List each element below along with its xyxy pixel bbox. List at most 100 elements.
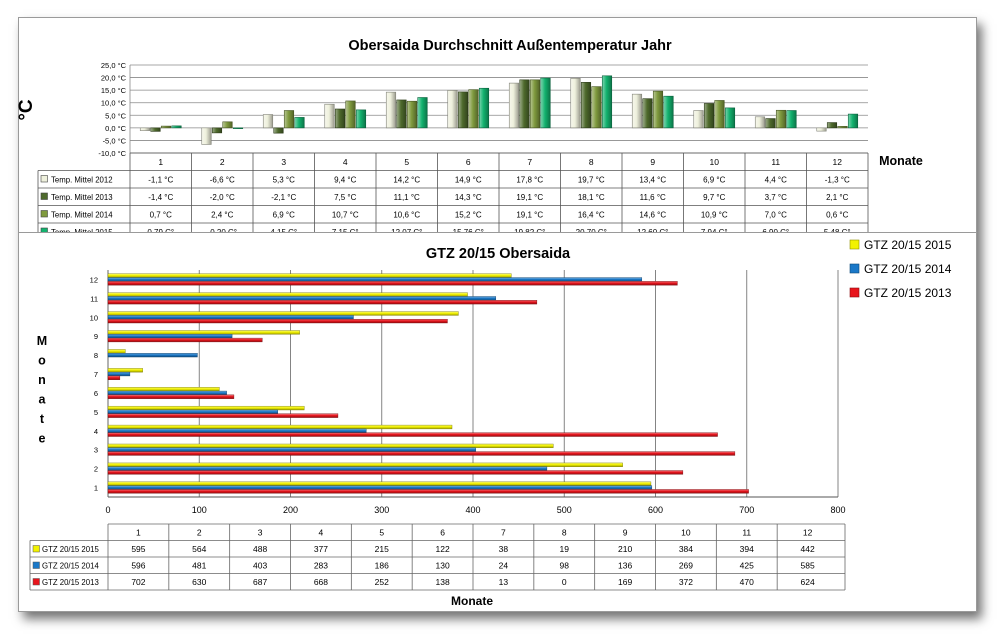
bar-gtz-20-15-2013-month-2 bbox=[107, 470, 684, 475]
data-label: 14,9 °C bbox=[455, 176, 482, 185]
bar-gtz-20-15-2013-month-10 bbox=[107, 318, 448, 324]
bar-temp-mittel-2013-month-4 bbox=[334, 108, 346, 129]
bar-temp-mittel-2012-month-8 bbox=[570, 78, 581, 129]
data-label: 595 bbox=[131, 544, 145, 554]
category-label: 12 bbox=[833, 157, 843, 167]
data-label: 19,1 °C bbox=[516, 193, 543, 202]
data-label: 12,60 C° bbox=[637, 228, 668, 232]
data-label: 7,94 C° bbox=[701, 228, 728, 232]
bar-gtz-20-15-2014-month-3 bbox=[107, 447, 476, 452]
bar-temp-mittel-2015-month-7 bbox=[540, 77, 551, 129]
category-label: 5 bbox=[404, 157, 409, 167]
data-label: 269 bbox=[679, 561, 693, 571]
y-axis-label-letter: M bbox=[37, 334, 47, 348]
bar-gtz-20-15-2015-month-9 bbox=[107, 330, 300, 335]
data-label: 6,90 C° bbox=[762, 228, 789, 232]
data-label: 252 bbox=[375, 577, 389, 587]
bar-gtz-20-15-2013-month-9 bbox=[107, 337, 263, 343]
bar-gtz-20-15-2015-month-5 bbox=[107, 405, 305, 411]
x-axis-label: Monate bbox=[879, 154, 923, 168]
legend-label: GTZ 20/15 2014 bbox=[42, 562, 99, 571]
y-tick-label: 6 bbox=[94, 389, 98, 398]
category-label: 9 bbox=[623, 528, 628, 538]
category-label: 10 bbox=[710, 157, 720, 167]
bar-gtz-20-15-2014-month-12 bbox=[107, 277, 643, 282]
y-axis-label-letter: o bbox=[38, 354, 46, 368]
legend-label: Temp. Mittel 2013 bbox=[51, 193, 113, 202]
data-label: 98 bbox=[560, 561, 570, 571]
bar-temp-mittel-2015-month-9 bbox=[663, 95, 674, 129]
legend-label: Temp. Mittel 2015 bbox=[51, 228, 113, 232]
bar-temp-mittel-2014-month-1 bbox=[160, 125, 172, 129]
data-label: 668 bbox=[314, 577, 328, 587]
x-tick-label: 600 bbox=[648, 505, 663, 515]
data-label: 38 bbox=[499, 544, 509, 554]
data-label: -0,20 C° bbox=[208, 228, 237, 232]
legend-label: Temp. Mittel 2012 bbox=[51, 176, 113, 185]
legend-swatch bbox=[32, 561, 40, 569]
bar-gtz-20-15-2014-month-8 bbox=[107, 353, 198, 358]
bar-temp-mittel-2014-month-3 bbox=[283, 110, 295, 129]
data-label: 377 bbox=[314, 544, 328, 554]
bar-temp-mittel-2014-month-12 bbox=[837, 126, 848, 129]
bar-temp-mittel-2015-month-1 bbox=[171, 125, 182, 129]
x-tick-label: 700 bbox=[739, 505, 754, 515]
category-label: 1 bbox=[158, 157, 163, 167]
data-label: 0,7 °C bbox=[150, 211, 173, 220]
data-label: 5,48 C° bbox=[824, 228, 851, 232]
bar-temp-mittel-2013-month-6 bbox=[457, 91, 469, 129]
bar-temp-mittel-2013-month-2 bbox=[211, 127, 223, 134]
data-label: 470 bbox=[740, 577, 754, 587]
bar-temp-mittel-2014-month-4 bbox=[345, 100, 356, 129]
data-label: 9,4 °C bbox=[334, 176, 357, 185]
category-label: 2 bbox=[220, 157, 225, 167]
legend-swatch bbox=[40, 192, 48, 200]
bar-gtz-20-15-2013-month-6 bbox=[107, 394, 235, 399]
bar-temp-mittel-2013-month-7 bbox=[519, 79, 530, 129]
legend-swatch bbox=[32, 545, 40, 553]
data-label: 403 bbox=[253, 561, 267, 571]
data-label: 130 bbox=[435, 561, 449, 571]
data-label: 7,0 °C bbox=[765, 211, 788, 220]
y-axis-label-letter: e bbox=[39, 432, 46, 446]
bar-gtz-20-15-2014-month-6 bbox=[107, 390, 227, 396]
data-label: 4,4 °C bbox=[765, 176, 788, 185]
legend-label: Temp. Mittel 2014 bbox=[51, 211, 113, 220]
data-label: 687 bbox=[253, 577, 267, 587]
bar-gtz-20-15-2015-month-1 bbox=[107, 481, 652, 486]
legend-label: GTZ 20/15 2015 bbox=[864, 238, 952, 252]
y-tick-label: 9 bbox=[94, 332, 98, 341]
category-label: 12 bbox=[803, 528, 813, 538]
bar-temp-mittel-2014-month-2 bbox=[222, 121, 233, 129]
data-label: 0 bbox=[562, 577, 567, 587]
data-label: 13,4 °C bbox=[639, 176, 666, 185]
category-label: 3 bbox=[281, 157, 286, 167]
bar-gtz-20-15-2013-month-1 bbox=[107, 489, 749, 494]
data-label: 596 bbox=[131, 561, 145, 571]
data-label: 585 bbox=[800, 561, 814, 571]
bar-gtz-20-15-2013-month-12 bbox=[107, 281, 678, 286]
bar-temp-mittel-2014-month-8 bbox=[591, 86, 602, 129]
bar-temp-mittel-2015-month-5 bbox=[417, 97, 428, 129]
bar-gtz-20-15-2015-month-4 bbox=[107, 424, 453, 430]
category-label: 8 bbox=[589, 157, 594, 167]
bar-temp-mittel-2013-month-10 bbox=[703, 103, 715, 129]
data-label: 186 bbox=[375, 561, 389, 571]
data-label: 20,70 C° bbox=[576, 228, 607, 232]
data-label: 10,9 °C bbox=[701, 211, 728, 220]
y-tick-label: 0,0 °C bbox=[105, 124, 127, 133]
legend-swatch bbox=[849, 239, 860, 250]
data-label: 488 bbox=[253, 544, 267, 554]
category-label: 8 bbox=[562, 528, 567, 538]
data-label: 16,4 °C bbox=[578, 211, 605, 220]
bar-temp-mittel-2012-month-11 bbox=[754, 116, 766, 129]
data-label: 0,79 C° bbox=[147, 228, 174, 232]
bar-temp-mittel-2014-month-7 bbox=[529, 79, 541, 129]
bar-gtz-20-15-2013-month-3 bbox=[107, 451, 736, 456]
data-label: 14,2 °C bbox=[393, 176, 420, 185]
bar-temp-mittel-2013-month-9 bbox=[642, 98, 653, 129]
legend-swatch bbox=[849, 263, 860, 274]
data-label: 564 bbox=[192, 544, 206, 554]
data-label: 19,1 °C bbox=[516, 211, 543, 220]
data-label: 4,15 C° bbox=[270, 228, 297, 232]
